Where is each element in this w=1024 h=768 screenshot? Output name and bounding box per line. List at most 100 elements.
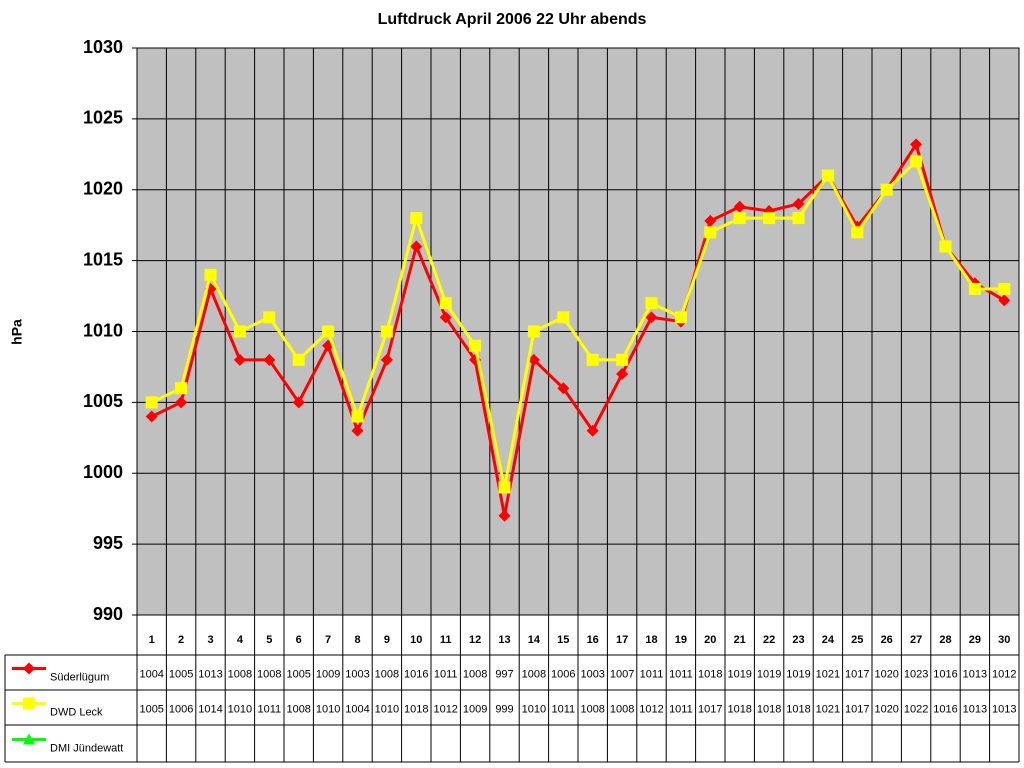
x-tick-label: 23 <box>792 634 804 646</box>
x-tick-label: 13 <box>498 634 510 646</box>
x-tick-label: 15 <box>557 634 569 646</box>
data-point <box>175 382 188 395</box>
table-value: 1019 <box>757 668 781 680</box>
data-point <box>527 353 540 366</box>
table-value: 1009 <box>463 703 487 715</box>
x-tick-label: 27 <box>910 634 922 646</box>
data-point <box>498 509 511 522</box>
table-value: 1014 <box>198 703 222 715</box>
data-point <box>263 311 276 324</box>
table-value: 1020 <box>874 703 898 715</box>
x-tick-label: 3 <box>207 634 213 646</box>
table-value: 1010 <box>228 703 252 715</box>
table-value: 1013 <box>992 703 1016 715</box>
table-value: 999 <box>495 703 513 715</box>
data-point <box>792 212 805 225</box>
table-value: 1005 <box>139 703 163 715</box>
table-value: 1019 <box>786 668 810 680</box>
data-point <box>410 212 423 225</box>
table-value: 1016 <box>933 703 957 715</box>
x-tick-label: 8 <box>354 634 360 646</box>
data-point <box>380 325 393 338</box>
table-value: 1005 <box>286 668 310 680</box>
table-value: 1006 <box>551 668 575 680</box>
legend-label: Süderlügum <box>50 671 109 683</box>
table-value: 1010 <box>316 703 340 715</box>
data-point <box>674 311 687 324</box>
table-value: 1011 <box>669 668 693 680</box>
data-point <box>851 226 864 239</box>
data-point <box>939 240 952 253</box>
x-tick-label: 10 <box>410 634 422 646</box>
x-tick-label: 24 <box>822 634 835 646</box>
x-tick-label: 9 <box>384 634 390 646</box>
data-point <box>410 240 423 253</box>
table-value: 1017 <box>845 703 869 715</box>
x-tick-label: 17 <box>616 634 628 646</box>
data-point <box>733 200 746 213</box>
table-value: 1011 <box>640 668 664 680</box>
table-value: 997 <box>495 668 513 680</box>
data-point <box>351 410 364 423</box>
chart-title: Luftdruck April 2006 22 Uhr abends <box>378 11 647 28</box>
data-point <box>322 325 335 338</box>
table-value: 1008 <box>522 668 546 680</box>
series-line <box>151 158 1005 488</box>
x-tick-label: 12 <box>469 634 481 646</box>
data-point <box>439 297 452 310</box>
data-point <box>880 183 893 196</box>
x-tick-label: 21 <box>734 634 746 646</box>
table-value: 1010 <box>522 703 546 715</box>
legend-label: DWD Leck <box>50 706 103 718</box>
table-value: 1011 <box>669 703 693 715</box>
data-point <box>616 353 629 366</box>
table-value: 1008 <box>610 703 634 715</box>
table-value: 1018 <box>404 703 428 715</box>
x-tick-label: 18 <box>645 634 657 646</box>
table-value: 1022 <box>904 703 928 715</box>
y-tick-label: 995 <box>93 533 123 553</box>
table-value: 1008 <box>463 668 487 680</box>
legend-marker <box>23 697 35 710</box>
data-point <box>557 311 570 324</box>
data-point <box>586 424 599 437</box>
table-value: 1008 <box>580 703 604 715</box>
x-tick-label: 28 <box>939 634 951 646</box>
legend-label: DMI Jündewatt <box>50 742 123 754</box>
x-tick-label: 7 <box>325 634 331 646</box>
data-point <box>439 311 452 324</box>
y-tick-label: 1005 <box>83 391 123 411</box>
table-value: 1003 <box>580 668 604 680</box>
data-point <box>586 353 599 366</box>
table-value: 1016 <box>933 668 957 680</box>
x-tick-label: 29 <box>969 634 981 646</box>
table-value: 1010 <box>375 703 399 715</box>
table-value: 1017 <box>698 703 722 715</box>
table-value: 1018 <box>757 703 781 715</box>
x-tick-label: 16 <box>587 634 599 646</box>
data-point <box>704 214 717 227</box>
table-value: 1011 <box>434 668 458 680</box>
table-value: 1012 <box>639 703 663 715</box>
table-value: 1011 <box>257 703 281 715</box>
y-tick-label: 1020 <box>83 179 123 199</box>
data-point <box>821 169 834 182</box>
series-line <box>151 140 1006 517</box>
x-tick-label: 20 <box>704 634 716 646</box>
data-point <box>351 424 364 437</box>
x-tick-label: 19 <box>675 634 687 646</box>
data-point <box>910 155 923 168</box>
table-value: 1012 <box>433 703 457 715</box>
data-point <box>645 297 658 310</box>
table-value: 1012 <box>992 668 1016 680</box>
legend-marker <box>23 733 35 745</box>
table-value: 1011 <box>551 703 575 715</box>
y-tick-label: 990 <box>93 604 123 624</box>
data-point <box>704 226 717 239</box>
table-value: 1008 <box>257 668 281 680</box>
table-value: 1008 <box>375 668 399 680</box>
data-point <box>380 353 393 366</box>
x-tick-label: 30 <box>998 634 1010 646</box>
x-tick-label: 1 <box>149 634 155 646</box>
x-tick-label: 6 <box>296 634 302 646</box>
